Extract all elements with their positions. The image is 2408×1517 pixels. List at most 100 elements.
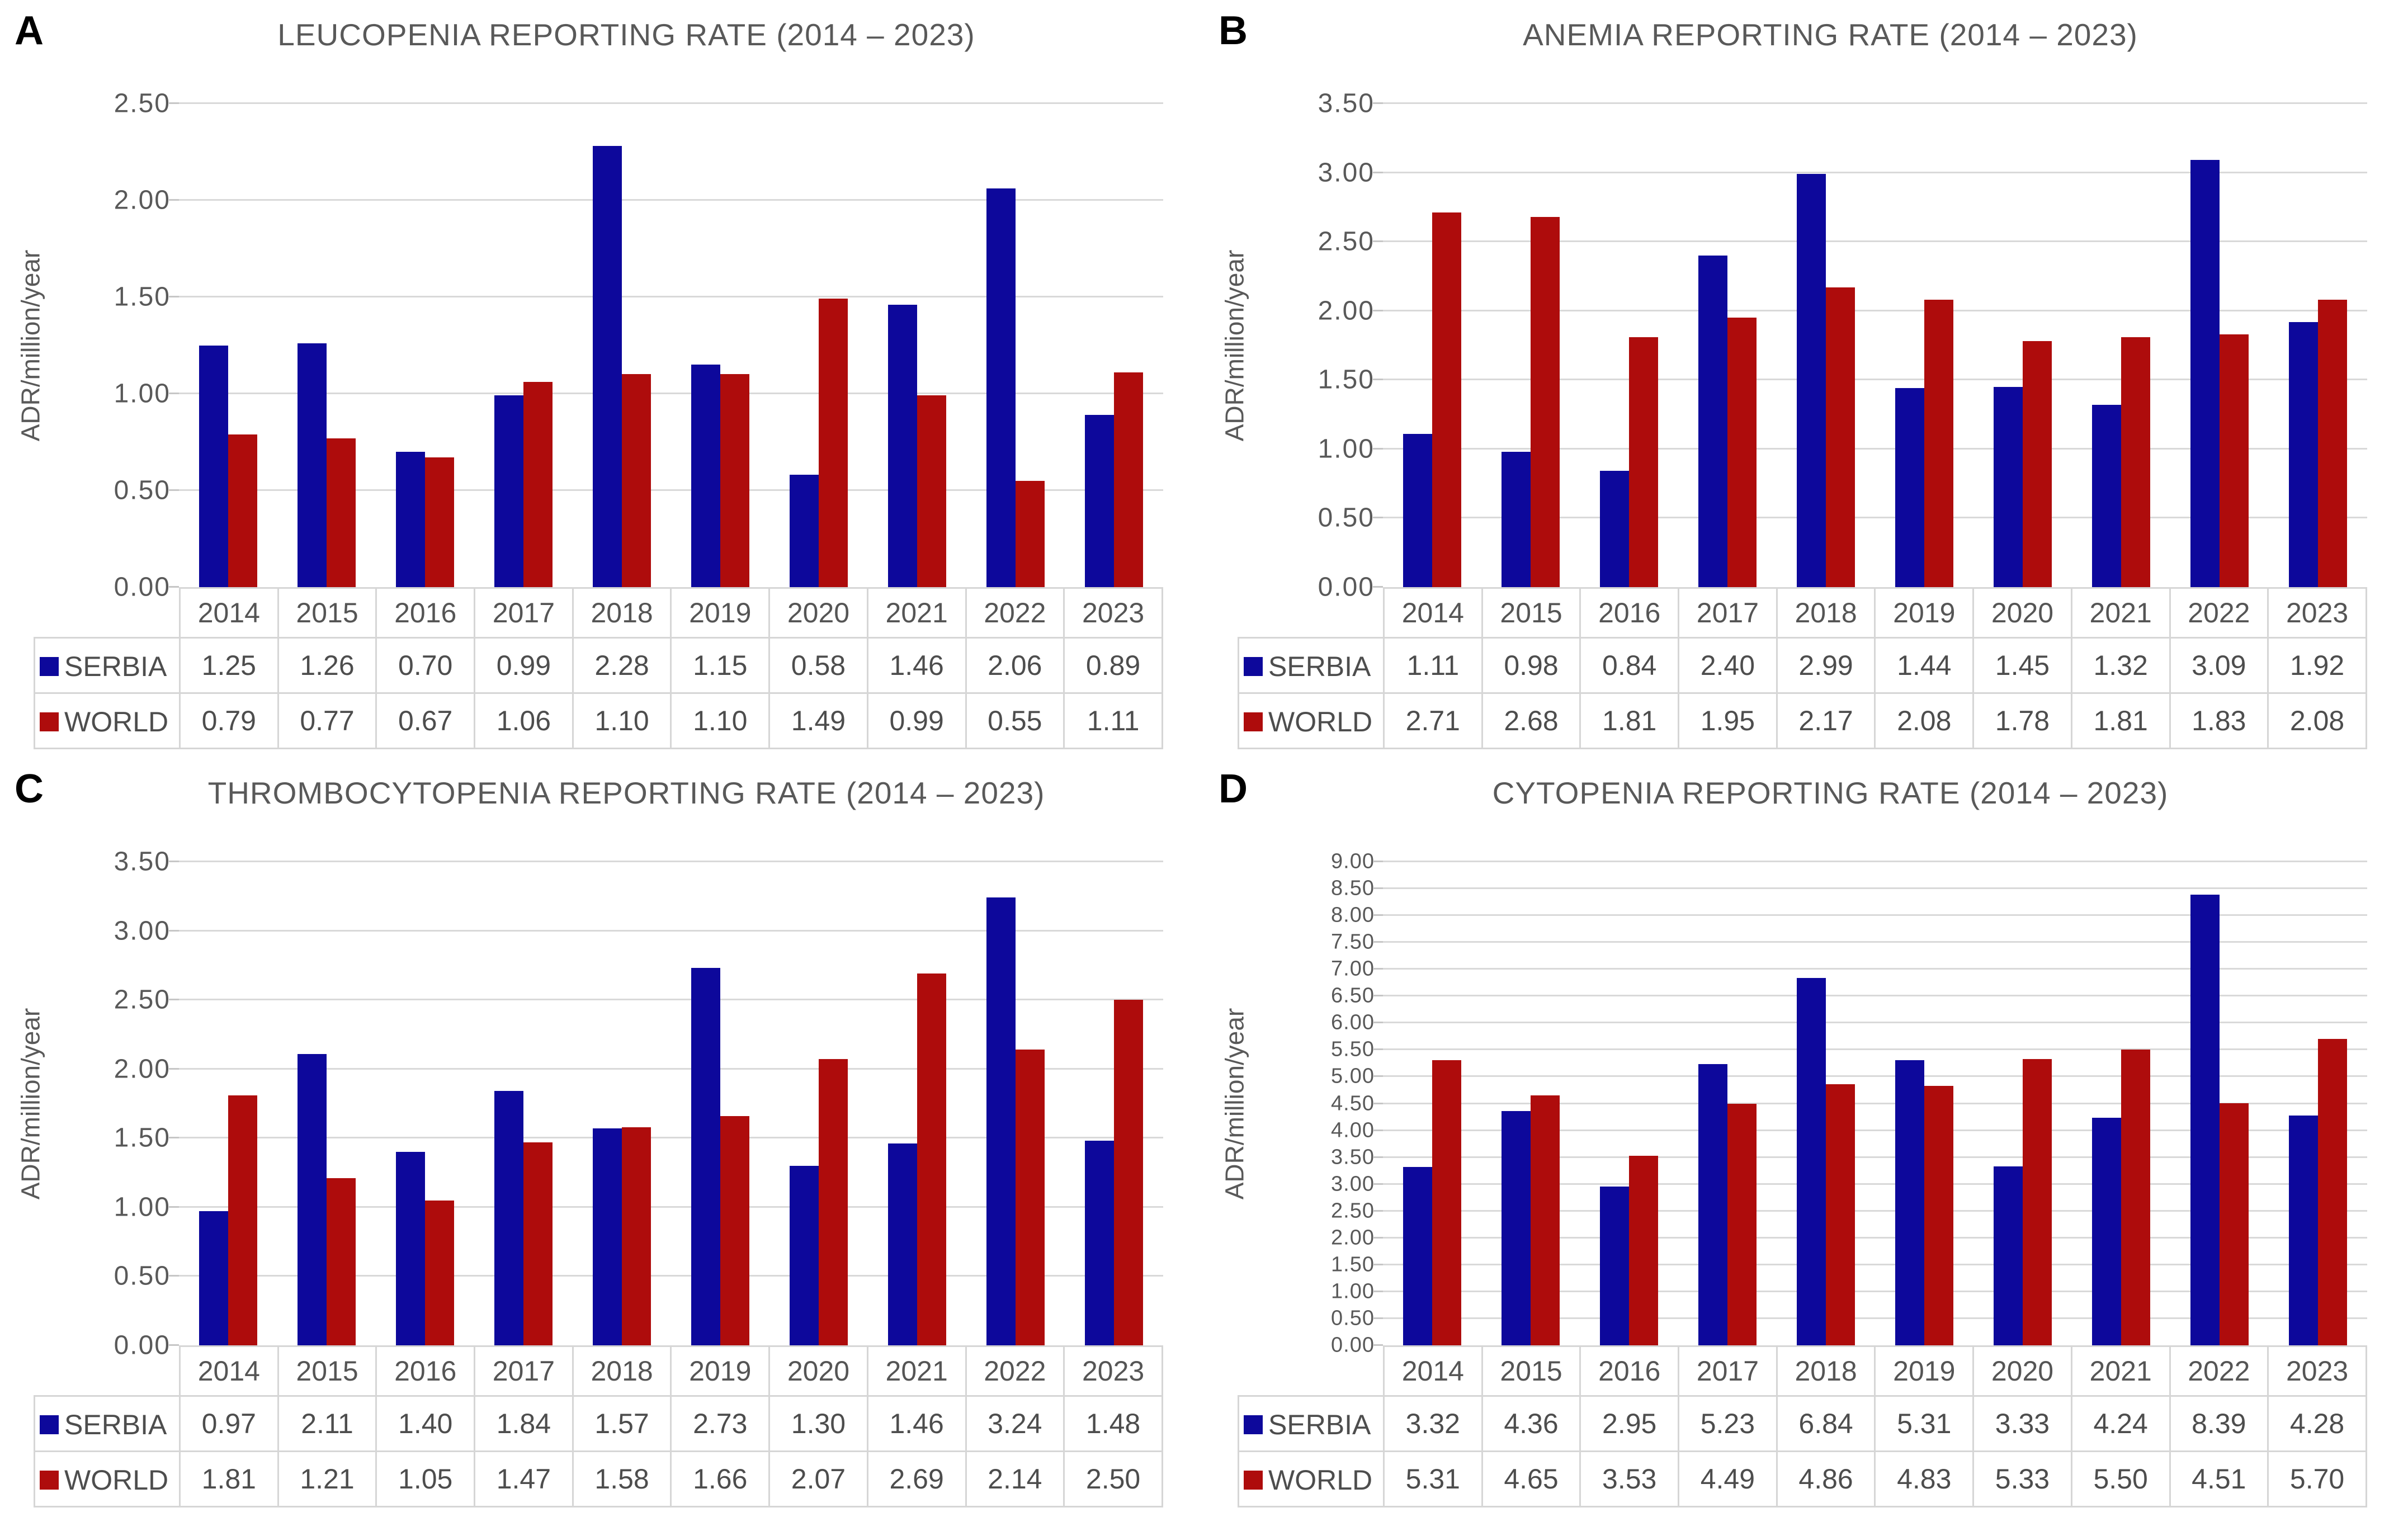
y-tick-label: 3.00: [1318, 158, 1375, 188]
value-cell-serbia-2015: 1.26: [277, 637, 377, 694]
value-cell-serbia-2017: 2.40: [1678, 637, 1778, 694]
bar-serbia-2022: [986, 188, 1016, 587]
gridline: [1383, 1048, 2367, 1051]
year-header-cell: 2015: [1481, 587, 1581, 639]
value-cell-world-2015: 2.68: [1481, 692, 1581, 749]
bar-world-2021: [917, 395, 946, 587]
y-axis-tick-mark: [169, 1275, 179, 1277]
y-tick-label: 4.00: [1331, 1118, 1375, 1142]
y-axis-tick-labels: 0.00 0.50 1.00 1.50 2.00 2.50: [50, 89, 171, 602]
y-tick-label: 3.00: [1331, 1172, 1375, 1196]
value-cell-serbia-2021: 1.46: [866, 1395, 967, 1452]
legend-swatch-world: [40, 1470, 59, 1490]
y-axis-tick-labels: 0.00 0.50 1.00 1.50 2.00 2.50 3.00 3.50: [1254, 89, 1375, 602]
table-row-world: WORLD 2.71 2.68 1.81 1.95 2.17 2.08 1.78 1.81 1.8…: [1238, 692, 2367, 749]
y-axis-tick-mark: [169, 1344, 179, 1346]
year-header-cell: 2019: [670, 1345, 771, 1397]
value-cell-world-2014: 2.71: [1383, 692, 1483, 749]
gridline: [1383, 517, 2367, 519]
bar-world-2019: [1924, 1085, 1953, 1345]
bar-serbia-2021: [888, 304, 917, 587]
value-cell-serbia-2016: 2.95: [1579, 1395, 1680, 1452]
bar-serbia-2015: [298, 343, 327, 587]
y-tick-label: 5.00: [1331, 1064, 1375, 1088]
bar-world-2021: [2121, 337, 2150, 587]
gridline: [1383, 1129, 2367, 1131]
gridline: [1383, 1022, 2367, 1024]
year-header-cell: 2016: [1579, 587, 1680, 639]
bar-world-2022: [2220, 1103, 2249, 1345]
year-header-cell: 2022: [965, 587, 1065, 639]
value-cell-serbia-2019: 1.44: [1874, 637, 1975, 694]
y-axis-tick-mark: [1373, 586, 1383, 588]
year-header-cell: 2018: [1776, 1345, 1876, 1397]
bar-world-2018: [622, 1127, 651, 1345]
bar-serbia-2017: [1698, 1064, 1727, 1345]
y-tick-label: 3.00: [114, 916, 171, 946]
legend-label-serbia: SERBIA: [1268, 650, 1371, 682]
gridline: [179, 1275, 1163, 1277]
bar-serbia-2016: [396, 1152, 425, 1345]
y-axis-tick-mark: [1373, 1236, 1383, 1239]
gridline: [1383, 887, 2367, 890]
legend-cell-serbia: SERBIA: [34, 1395, 181, 1452]
y-axis-tick-mark: [169, 861, 179, 862]
table-row-serbia: SERBIA 0.97 2.11 1.40 1.84 1.57 2.73 1.30 1.46 3.…: [34, 1395, 1163, 1452]
bar-serbia-2020: [1994, 386, 2023, 587]
legend-swatch-world: [40, 712, 59, 731]
gridline: [179, 1206, 1163, 1208]
gridline: [1383, 995, 2367, 997]
value-cell-serbia-2023: 1.48: [1063, 1395, 1163, 1452]
legend-label-serbia: SERBIA: [64, 650, 167, 682]
chart-data-table: 2014 2015 2016 2017 2018 2019 2020 2021 2022 2023…: [1238, 1345, 2367, 1507]
value-cell-serbia-2014: 1.11: [1383, 637, 1483, 694]
bar-world-2023: [1114, 372, 1143, 587]
gridline: [179, 861, 1163, 862]
data-table-leucopenia: 2014 2015 2016 2017 2018 2019 2020 2021 2022 2023…: [34, 587, 1163, 749]
gridline: [179, 102, 1163, 104]
y-axis-tick-mark: [169, 1206, 179, 1208]
y-tick-label: 8.00: [1331, 903, 1375, 927]
bar-serbia-2016: [1600, 471, 1629, 587]
year-header-cell: 2019: [670, 587, 771, 639]
table-corner-cell: [35, 588, 180, 638]
bar-serbia-2023: [1085, 415, 1114, 587]
value-cell-serbia-2020: 3.33: [1972, 1395, 2072, 1452]
y-tick-label: 0.00: [1318, 572, 1375, 602]
y-axis-tick-mark: [1373, 1183, 1383, 1185]
value-cell-world-2021: 5.50: [2070, 1450, 2171, 1507]
bar-world-2021: [917, 973, 946, 1345]
value-cell-world-2021: 2.69: [866, 1450, 967, 1507]
value-cell-world-2023: 5.70: [2267, 1450, 2367, 1507]
panel-label-a: A: [15, 8, 44, 53]
value-cell-world-2023: 2.08: [2267, 692, 2367, 749]
bar-serbia-2016: [396, 451, 425, 587]
value-cell-serbia-2017: 0.99: [474, 637, 574, 694]
y-axis-tick-mark: [169, 1067, 179, 1070]
table-row-world: WORLD 5.31 4.65 3.53 4.49 4.86 4.83 5.33 5.50 4.5…: [1238, 1450, 2367, 1507]
y-axis-tick-mark: [1373, 1317, 1383, 1319]
gridline: [179, 489, 1163, 491]
bar-world-2017: [523, 382, 553, 587]
year-header-cell: 2022: [2169, 587, 2269, 639]
legend-cell-serbia: SERBIA: [34, 637, 181, 694]
y-tick-label: 2.00: [114, 1054, 171, 1084]
value-cell-world-2016: 1.05: [375, 1450, 476, 1507]
chart-data-table: 2014 2015 2016 2017 2018 2019 2020 2021 2022 2023…: [1238, 587, 2367, 749]
bar-serbia-2019: [691, 968, 720, 1345]
legend-label-world: WORLD: [64, 706, 169, 738]
y-axis-tick-mark: [1373, 861, 1383, 862]
table-row-serbia: SERBIA 1.11 0.98 0.84 2.40 2.99 1.44 1.45 1.32 3.…: [1238, 637, 2367, 694]
gridline: [1383, 941, 2367, 943]
y-tick-label: 2.50: [114, 985, 171, 1015]
value-cell-serbia-2021: 1.46: [866, 637, 967, 694]
bar-world-2018: [1826, 1084, 1855, 1345]
year-header-cell: 2017: [474, 587, 574, 639]
y-axis-tick-mark: [169, 1137, 179, 1139]
gridline: [1383, 1183, 2367, 1185]
y-axis-label: ADR/million/year: [16, 1008, 45, 1199]
y-axis-tick-mark: [1373, 968, 1383, 970]
y-tick-label: 6.50: [1331, 984, 1375, 1008]
bar-world-2018: [1826, 287, 1855, 587]
year-header-cell: 2014: [179, 1345, 279, 1397]
